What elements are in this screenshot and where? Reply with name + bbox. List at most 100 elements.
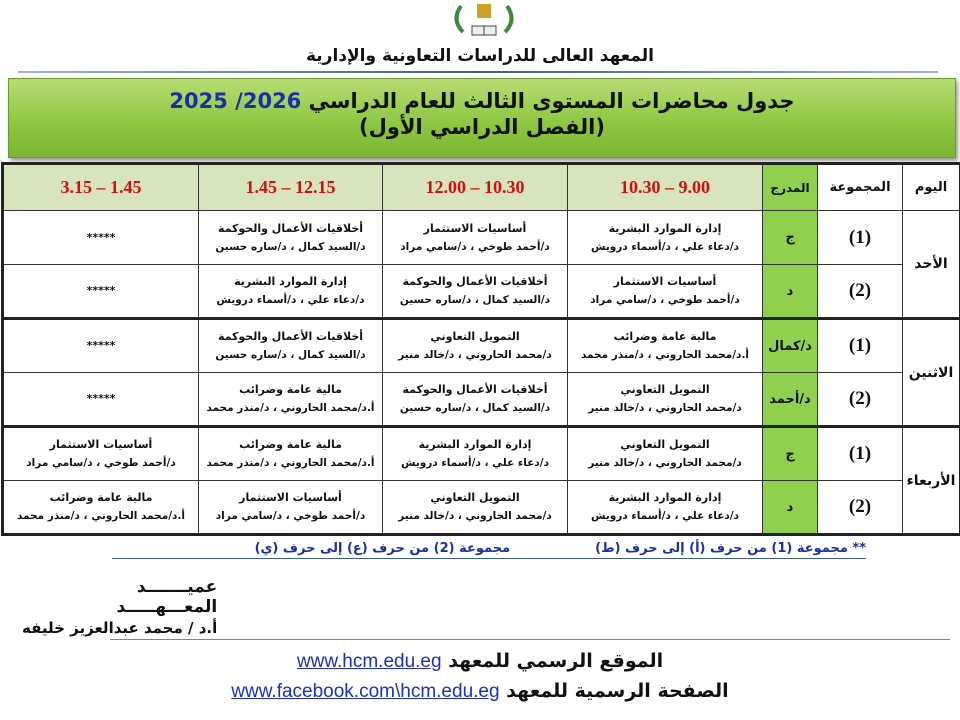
course-name: إدارة الموارد البشرية: [608, 221, 722, 235]
hall-cell: د/أحمد: [762, 372, 818, 427]
group-cell: (1): [817, 210, 903, 265]
course-name: أساسيات الاستثمار: [613, 275, 717, 288]
table-row: الأربعاء (1) ج التمويل التعاوني د/محمد الحار…: [2, 425, 960, 535]
instructors: أ.د/محمد الحاروني ، د/منذر محمد: [16, 510, 186, 522]
header-row: اليوم المجموعة المدرج 10.30 – 9.00 12.00…: [2, 163, 960, 211]
page-title: جدول محاضرات المستوى الثالث للعام الدراس…: [9, 89, 955, 113]
website-link[interactable]: www.hcm.edu.eg: [296, 651, 442, 672]
instructors: د/السيد كمال ، د/ساره حسين: [215, 349, 366, 361]
lecture-cell: مالية عامة وضرائب أ.د/محمد الحاروني ، د/م…: [198, 425, 383, 481]
dean-name: أ.د / محمد عبدالعزيز خليفه: [22, 619, 218, 637]
lecture-cell: إدارة الموارد البشرية د/دعاء علي ، د/أسما…: [567, 210, 763, 265]
hall-cell: د/كمال: [762, 317, 818, 373]
instructors: أ.د/محمد الحاروني ، د/منذر محمد: [580, 349, 750, 361]
instructors: د/أحمد طوخي ، د/سامي مراد: [590, 294, 740, 306]
hall-cell: د: [762, 480, 818, 535]
group-cell: (2): [817, 480, 903, 535]
course-name: إدارة الموارد البشرية: [234, 275, 347, 288]
lecture-cell: *****: [2, 372, 199, 427]
lecture-cell: إدارة الموارد البشرية د/دعاء علي ، د/أسما…: [382, 425, 568, 481]
lecture-cell: أساسيات الاستثمار د/أحمد طوخي ، د/سامي مر…: [382, 210, 568, 265]
lecture-cell: أخلاقيات الأعمال والحوكمة د/السيد كمال ، …: [382, 264, 568, 319]
course-name: *****: [86, 284, 116, 297]
lecture-cell: *****: [2, 317, 199, 373]
lecture-cell: *****: [2, 264, 199, 319]
signature-block: عميـــــــد المعـــهـــــد أ.د / محمد عب…: [22, 577, 217, 637]
lecture-cell: إدارة الموارد البشرية د/دعاء علي ، د/أسما…: [198, 264, 383, 319]
course-name: *****: [86, 392, 116, 405]
facebook-label: الصفحة الرسمية للمعهد: [506, 680, 729, 702]
lecture-cell: التمويل التعاوني د/محمد الحاروني ، د/خالد…: [567, 425, 763, 481]
course-name: أخلاقيات الأعمال والحوكمة: [217, 330, 364, 343]
instructors: د/أحمد طوخي ، د/سامي مراد: [400, 240, 550, 253]
lecture-cell: التمويل التعاوني د/محمد الحاروني ، د/خالد…: [382, 480, 568, 535]
table-row: (2) د إدارة الموارد البشرية د/دعاء علي ، د/…: [2, 480, 960, 535]
lecture-cell: أخلاقيات الأعمال والحوكمة د/السيد كمال ، …: [198, 317, 383, 373]
header-hall: المدرج: [762, 163, 818, 211]
instructors: د/محمد الحاروني ، د/خالد منير: [588, 402, 742, 414]
header-slot-2: 12.00 – 10.30: [382, 163, 568, 211]
header-group: المجموعة: [817, 163, 903, 211]
course-name: مالية عامة وضرائب: [49, 491, 153, 504]
dean-title: عميـــــــد المعـــهـــــد: [116, 577, 218, 617]
instructors: د/محمد الحاروني ، د/خالد منير: [398, 349, 552, 361]
course-name: مالية عامة وضرائب: [239, 383, 342, 396]
table-row: الأحد (1) ج إدارة الموارد البشرية د/دعاء علي…: [2, 210, 960, 319]
header-slot-4: 3.15 – 1.45: [2, 163, 199, 211]
instructors: أ.د/محمد الحاروني ، د/منذر محمد: [206, 457, 375, 469]
institute-emblem-icon: [425, 2, 543, 38]
academic-year: 2025 /2026: [169, 89, 302, 113]
group-cell: (1): [817, 317, 903, 373]
course-name: أخلاقيات الأعمال والحوكمة: [217, 221, 364, 235]
institute-name: المعهد العالى للدراسات التعاونية والإدار…: [305, 46, 655, 66]
course-name: التمويل التعاوني: [430, 491, 520, 504]
course-name: أساسيات الاستثمار: [49, 438, 153, 451]
groups-note: ** مجموعة (1) من حرف (أ) إلى حرف (ط) مجم…: [112, 541, 866, 559]
lecture-cell: مالية عامة وضرائب أ.د/محمد الحاروني ، د/م…: [2, 480, 199, 535]
course-name: مالية عامة وضرائب: [613, 330, 717, 343]
group-cell: (2): [817, 264, 903, 319]
divider: [18, 71, 938, 73]
instructors: د/محمد الحاروني ، د/خالد منير: [398, 510, 552, 522]
lecture-cell: التمويل التعاوني د/محمد الحاروني ، د/خالد…: [567, 372, 763, 427]
divider: [110, 639, 950, 640]
course-name: *****: [86, 230, 116, 244]
header-day: اليوم: [902, 163, 960, 211]
facebook-link[interactable]: www.facebook.com\hcm.edu.eg: [231, 681, 500, 702]
course-name: إدارة الموارد البشرية: [608, 491, 722, 504]
title-banner: جدول محاضرات المستوى الثالث للعام الدراس…: [8, 78, 956, 158]
lecture-cell: مالية عامة وضرائب أ.د/محمد الحاروني ، د/م…: [567, 317, 763, 373]
course-name: التمويل التعاوني: [620, 383, 710, 396]
header-slot-1: 10.30 – 9.00: [567, 163, 763, 211]
day-cell: الاثنين: [902, 317, 960, 427]
course-name: إدارة الموارد البشرية: [418, 438, 532, 451]
instructors: د/دعاء علي ، د/أسماء درويش: [590, 510, 740, 522]
hall-cell: ج: [762, 210, 818, 265]
table-row: (2) د/أحمد التمويل التعاوني د/محمد الحاروني…: [2, 372, 960, 427]
header-slot-3: 1.45 – 12.15: [198, 163, 383, 211]
course-name: أساسيات الاستثمار: [423, 221, 527, 235]
lecture-cell: أخلاقيات الأعمال والحوكمة د/السيد كمال ، …: [382, 372, 568, 427]
instructors: د/السيد كمال ، د/ساره حسين: [399, 294, 551, 306]
group1-note: ** مجموعة (1) من حرف (أ) إلى حرف (ط): [595, 541, 866, 556]
group2-note: مجموعة (2) من حرف (ع) إلى حرف (ي): [254, 541, 511, 556]
instructors: د/دعاء علي ، د/أسماء درويش: [590, 240, 740, 253]
lecture-cell: إدارة الموارد البشرية د/دعاء علي ، د/أسما…: [567, 480, 763, 535]
instructors: د/السيد كمال ، د/ساره حسين: [399, 402, 551, 414]
day-cell: الأربعاء: [902, 425, 960, 535]
semester-label: (الفصل الدراسي الأول): [359, 115, 605, 139]
lecture-cell: التمويل التعاوني د/محمد الحاروني ، د/خالد…: [382, 317, 568, 373]
facebook-line: الصفحة الرسمية للمعهد www.facebook.com\h…: [0, 680, 960, 703]
instructors: د/محمد الحاروني ، د/خالد منير: [588, 457, 742, 469]
instructors: د/السيد كمال ، د/ساره حسين: [215, 240, 366, 253]
instructors: د/أحمد طوخي ، د/سامي مراد: [215, 510, 366, 522]
group-cell: (2): [817, 372, 903, 427]
hall-cell: ج: [762, 425, 818, 481]
schedule-table: اليوم المجموعة المدرج 10.30 – 9.00 12.00…: [1, 162, 960, 536]
lecture-cell: أساسيات الاستثمار د/أحمد طوخي ، د/سامي مر…: [198, 480, 383, 535]
website-line: الموقع الرسمي للمعهد www.hcm.edu.eg: [0, 650, 960, 673]
instructors: د/دعاء علي ، د/أسماء درويش: [216, 294, 365, 306]
group-cell: (1): [817, 425, 903, 481]
instructors: د/أحمد طوخي ، د/سامي مراد: [26, 457, 176, 469]
day-cell: الأحد: [902, 210, 960, 319]
